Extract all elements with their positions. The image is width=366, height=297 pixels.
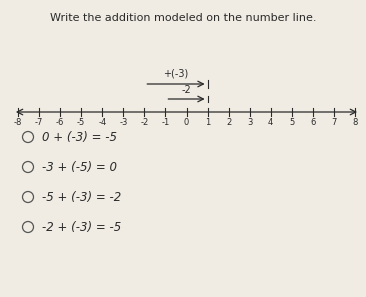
Text: 3: 3 — [247, 118, 253, 127]
Text: 8: 8 — [352, 118, 358, 127]
Text: -2 + (-3) = -5: -2 + (-3) = -5 — [42, 220, 121, 233]
Text: -5 + (-3) = -2: -5 + (-3) = -2 — [42, 190, 121, 203]
Text: +(-3): +(-3) — [163, 69, 188, 79]
Text: 0 + (-3) = -5: 0 + (-3) = -5 — [42, 130, 117, 143]
Text: -3: -3 — [119, 118, 127, 127]
Text: -3 + (-5) = 0: -3 + (-5) = 0 — [42, 160, 117, 173]
Text: Write the addition modeled on the number line.: Write the addition modeled on the number… — [50, 13, 316, 23]
Text: 7: 7 — [331, 118, 337, 127]
Text: -2: -2 — [182, 85, 191, 95]
Text: 2: 2 — [226, 118, 231, 127]
Text: 6: 6 — [310, 118, 315, 127]
Text: -8: -8 — [14, 118, 22, 127]
Text: 0: 0 — [184, 118, 189, 127]
Text: 1: 1 — [205, 118, 210, 127]
Text: -1: -1 — [161, 118, 169, 127]
Text: -2: -2 — [140, 118, 149, 127]
Text: 5: 5 — [289, 118, 294, 127]
Text: -5: -5 — [77, 118, 85, 127]
Text: -7: -7 — [35, 118, 43, 127]
Text: -4: -4 — [98, 118, 107, 127]
Text: -6: -6 — [56, 118, 64, 127]
Text: 4: 4 — [268, 118, 273, 127]
